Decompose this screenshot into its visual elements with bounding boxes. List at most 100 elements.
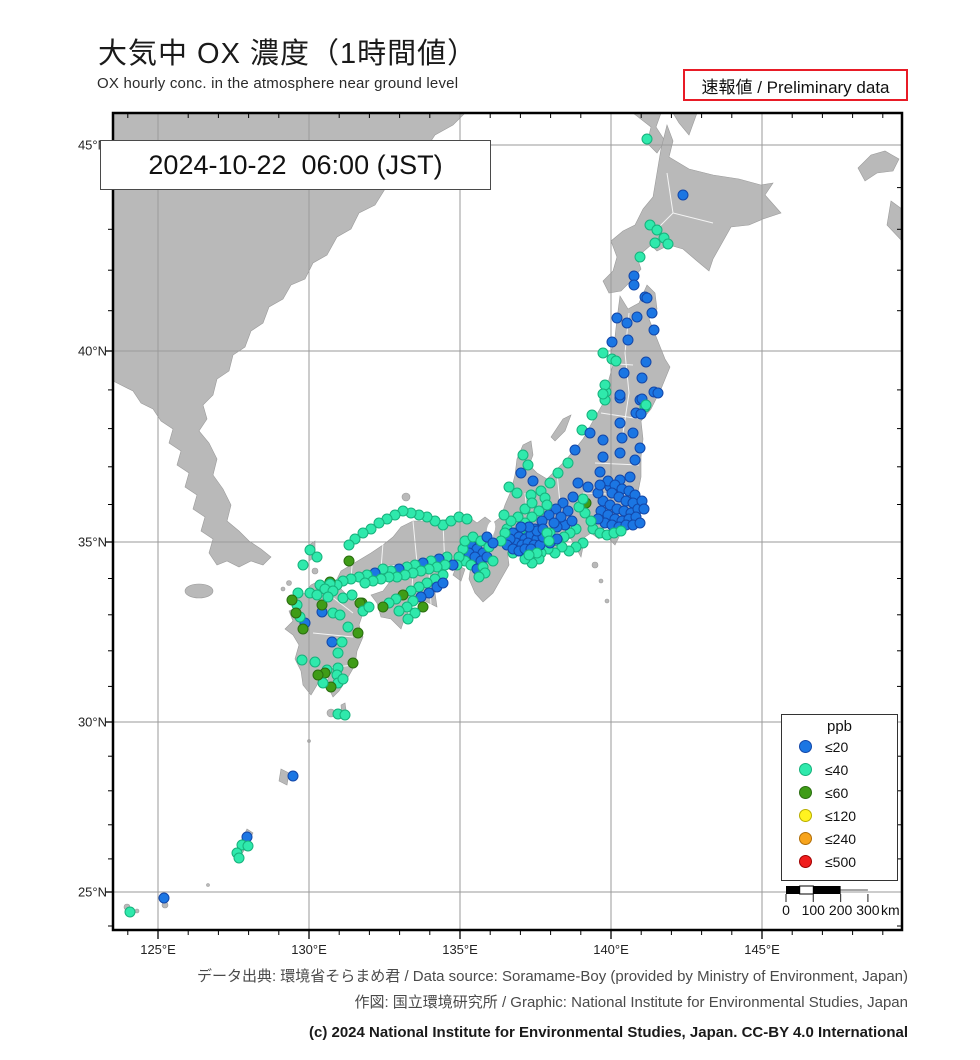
station-dot <box>584 427 596 439</box>
station-dot <box>610 355 622 367</box>
legend-swatch <box>799 832 812 845</box>
station-dot <box>461 513 473 525</box>
station-dot <box>304 544 316 556</box>
svg-text:45°N: 45°N <box>78 138 107 153</box>
station-dot <box>611 312 623 324</box>
station-dot <box>586 409 598 421</box>
station-dot <box>346 589 358 601</box>
station-dot <box>594 466 606 478</box>
oki-island <box>401 492 411 502</box>
station-dot <box>624 471 636 483</box>
legend-items: ≤20 ≤40 ≤60 ≤120 ≤240 ≤500 <box>782 735 897 873</box>
station-dot <box>498 509 510 521</box>
station-dot <box>437 577 449 589</box>
kume-island <box>206 883 210 887</box>
goto-island-1 <box>286 580 292 586</box>
station-dot <box>562 505 574 517</box>
sado-island <box>550 414 572 442</box>
station-dot <box>505 515 517 527</box>
station-dot <box>640 399 652 411</box>
station-dot <box>556 541 568 553</box>
data-source-credit: データ出典: 環境省そらまめ君 / Data source: Soramame-… <box>196 968 908 985</box>
legend-item-label: ≤20 <box>825 738 849 755</box>
svg-text:135°E: 135°E <box>442 942 478 957</box>
svg-text:40°N: 40°N <box>78 344 107 359</box>
legend-item: ≤240 <box>782 827 897 850</box>
station-dot <box>677 189 689 201</box>
station-dot <box>316 599 328 611</box>
station-dot <box>616 432 628 444</box>
svg-text:25°N: 25°N <box>78 885 107 900</box>
station-dot <box>527 475 539 487</box>
legend-swatch <box>799 763 812 776</box>
station-dot <box>334 609 346 621</box>
izu-island-1 <box>591 561 599 569</box>
station-dot <box>339 709 351 721</box>
footer-credits: データ出典: 環境省そらまめ君 / Data source: Soramame-… <box>48 964 908 1046</box>
station-dot <box>533 505 545 517</box>
station-dot <box>555 511 567 523</box>
map-area: 45°N 40°N 35°N 30°N 25°N 125°E 130°E 135°E 140°E… <box>78 111 904 957</box>
station-dot <box>317 677 329 689</box>
station-dot <box>352 627 364 639</box>
station-dot <box>649 237 661 249</box>
station-dot <box>515 467 527 479</box>
station-dot <box>297 623 309 635</box>
station-dot <box>550 503 562 515</box>
station-dot <box>552 467 564 479</box>
station-dot <box>292 587 304 599</box>
svg-text:0: 0 <box>782 902 790 918</box>
station-dot <box>359 577 371 589</box>
legend-item: ≤500 <box>782 850 897 873</box>
svg-text:140°E: 140°E <box>593 942 629 957</box>
station-dot <box>287 770 299 782</box>
station-dot <box>567 491 579 503</box>
station-dot <box>634 442 646 454</box>
station-dot <box>158 892 170 904</box>
legend-swatch <box>799 740 812 753</box>
svg-text:200: 200 <box>829 902 853 918</box>
kuril-island <box>857 150 900 182</box>
station-dot <box>417 601 429 613</box>
station-dot <box>614 389 626 401</box>
station-dot <box>634 517 646 529</box>
station-dot <box>636 372 648 384</box>
station-dot <box>487 555 499 567</box>
station-dot <box>473 571 485 583</box>
svg-text:130°E: 130°E <box>291 942 327 957</box>
iriomote-island <box>134 908 140 914</box>
graphic-credit: 作図: 国立環境研究所 / Graphic: National Institut… <box>354 994 908 1011</box>
legend-swatch <box>799 855 812 868</box>
station-dot <box>566 515 578 527</box>
timestamp-box: 2024-10-22 06:00 (JST) <box>100 140 491 190</box>
station-dot <box>646 307 658 319</box>
station-dot <box>562 457 574 469</box>
station-dot <box>651 224 663 236</box>
station-dot <box>312 669 324 681</box>
station-dot <box>522 459 534 471</box>
station-dot <box>594 479 606 491</box>
station-dots <box>124 133 689 918</box>
station-dot <box>393 605 405 617</box>
station-dot <box>543 535 555 547</box>
station-dot <box>296 654 308 666</box>
station-dot <box>124 906 136 918</box>
amami-island <box>278 768 290 786</box>
mainland-asia-korea <box>112 112 466 568</box>
station-dot <box>597 434 609 446</box>
station-dot <box>343 539 355 551</box>
scale-bar-labels: 0 100 200 300 km <box>782 902 900 918</box>
station-dot <box>342 621 354 633</box>
station-dot <box>347 657 359 669</box>
svg-text:km: km <box>881 902 900 918</box>
scale-bar: 0 100 200 300 km <box>781 883 921 923</box>
izu-island-2 <box>598 578 604 584</box>
legend-item-label: ≤40 <box>825 761 849 778</box>
preliminary-data-label: 速報値 / Preliminary data <box>701 77 890 97</box>
page-subtitle: OX hourly conc. in the atmosphere near g… <box>97 75 459 92</box>
station-dot <box>487 537 499 549</box>
station-dot <box>662 238 674 250</box>
iki-island <box>311 567 319 575</box>
station-dot <box>599 379 611 391</box>
legend-item: ≤20 <box>782 735 897 758</box>
